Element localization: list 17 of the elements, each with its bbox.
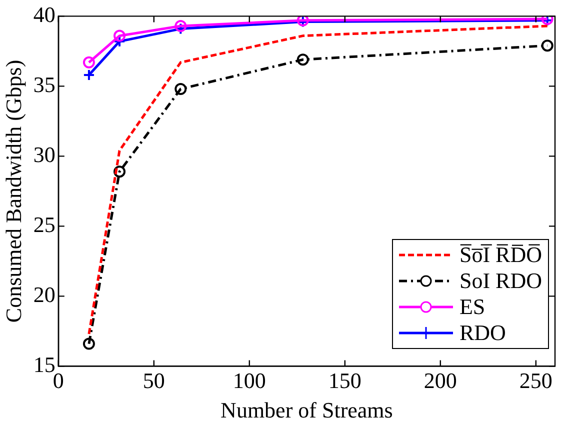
legend-label: SoI RDO <box>459 268 542 294</box>
y-tick-label: 25 <box>33 212 56 237</box>
x-axis-title: Number of Streams <box>220 398 393 423</box>
x-tick-label: 50 <box>142 368 165 394</box>
x-tick-label: 150 <box>328 368 362 394</box>
x-tick-label: 100 <box>232 368 266 394</box>
y-tick-label: 30 <box>33 142 56 167</box>
legend-label: ES <box>459 294 486 320</box>
legend-label: S̅o̅I̅ R̅D̅O̅ <box>459 242 542 268</box>
y-tick-label: 35 <box>33 72 56 97</box>
y-tick-label: 20 <box>33 282 56 307</box>
x-tick-label: 250 <box>519 368 552 394</box>
y-tick-label: 40 <box>33 2 56 27</box>
legend-label: RDO <box>459 320 506 346</box>
x-tick-label: 200 <box>424 368 457 394</box>
y-axis-title: Consumed Bandwidth (Gbps) <box>0 60 26 323</box>
y-tick-label: 15 <box>33 352 56 377</box>
